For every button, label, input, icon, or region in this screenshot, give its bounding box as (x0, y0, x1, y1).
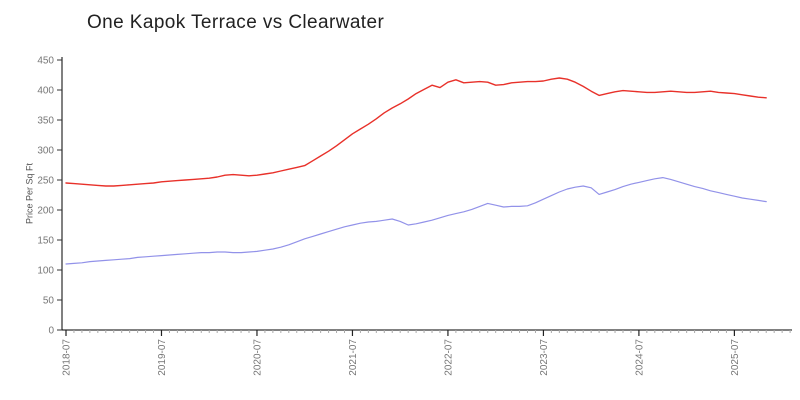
y-tick-label: 450 (37, 56, 54, 67)
x-tick-label: 2018-07 (62, 339, 73, 376)
x-tick-label: 2020-07 (252, 339, 263, 376)
y-tick-label: 300 (37, 146, 54, 157)
y-tick-label: 50 (43, 296, 55, 307)
x-tick-label: 2025-07 (730, 339, 741, 376)
x-tick-label: 2019-07 (157, 339, 168, 376)
series-line-blue (65, 177, 767, 265)
y-tick-label: 250 (37, 176, 54, 187)
x-tick-label: 2022-07 (443, 339, 454, 376)
series-line-red (65, 77, 767, 187)
y-tick-label: 100 (37, 266, 54, 277)
y-tick-label: 200 (37, 206, 54, 217)
y-tick-label: 400 (37, 86, 54, 97)
x-tick-label: 2023-07 (539, 339, 550, 376)
y-tick-label: 150 (37, 236, 54, 247)
x-tick-label: 2021-07 (348, 339, 359, 376)
chart-title: One Kapok Terrace vs Clearwater (87, 12, 385, 33)
x-tick-label: 2024-07 (634, 339, 645, 376)
y-tick-label: 350 (37, 116, 54, 127)
y-tick-label: 0 (48, 326, 54, 337)
